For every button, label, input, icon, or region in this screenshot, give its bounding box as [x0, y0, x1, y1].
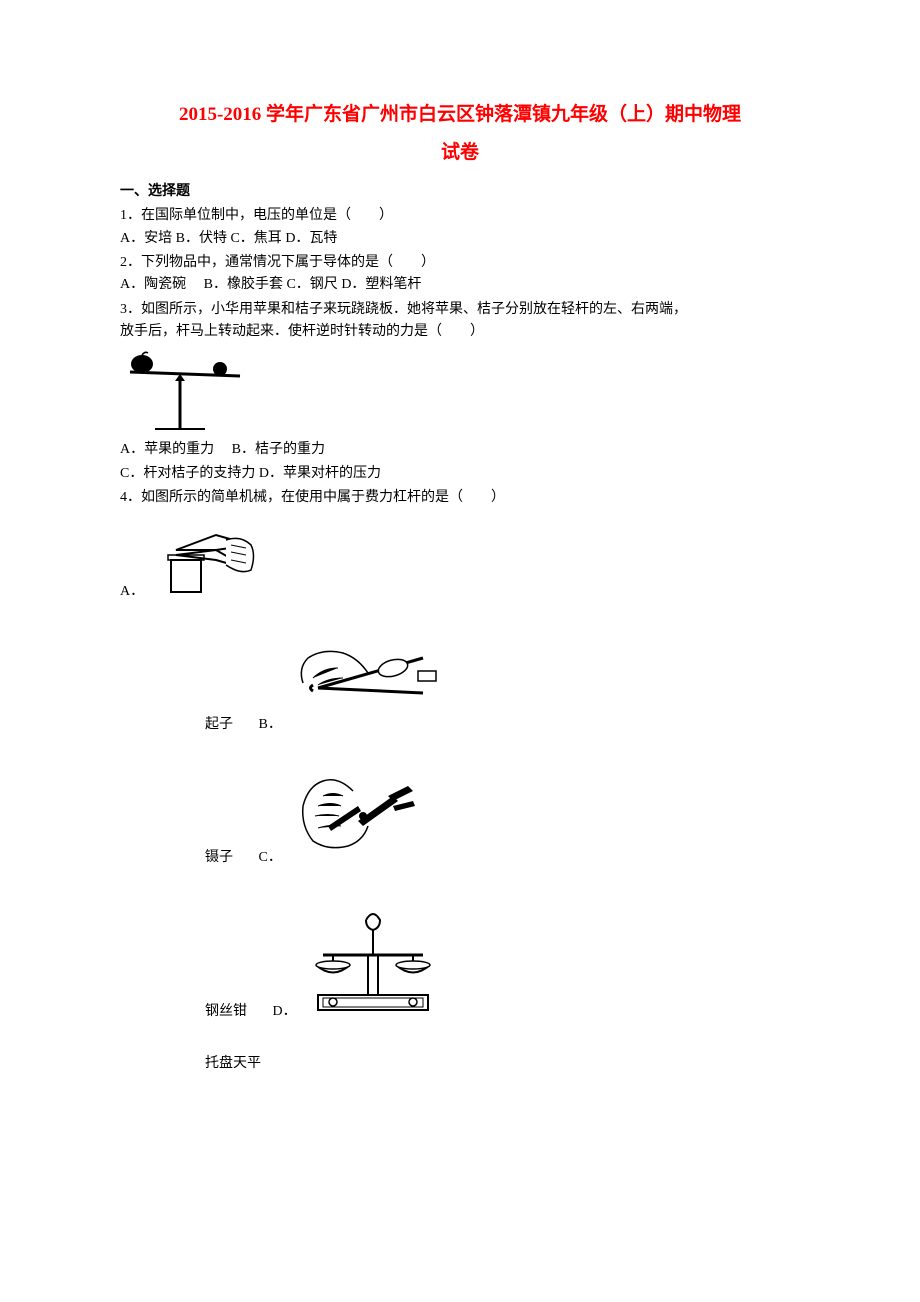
q2-option-b: B．橡胶手套 — [204, 277, 283, 292]
q3-option-c: C．杆对桔子的支持力 — [120, 466, 255, 481]
q3-option-b: B．桔子的重力 — [232, 442, 325, 457]
q4-caption-a: 起子 — [205, 717, 233, 732]
question-4-text: 4．如图所示的简单机械，在使用中属于费力杠杆的是（ ） — [120, 487, 800, 509]
q2-option-a: A．陶瓷碗 — [120, 277, 186, 292]
question-1-options: A．安培 B．伏特 C．焦耳 D．瓦特 — [120, 228, 800, 250]
q4-caption-b: 镊子 — [205, 850, 233, 865]
q1-option-c: C．焦耳 — [230, 231, 281, 246]
tweezers-figure — [293, 633, 443, 736]
q4-option-a-label: A． — [120, 584, 144, 599]
q4-option-b-block: 起子 B． — [205, 633, 800, 736]
question-3-line1: 3．如图所示，小华用苹果和桔子来玩跷跷板．她将苹果、桔子分别放在轻杆的左、右两端… — [120, 299, 800, 321]
question-2-text: 2．下列物品中，通常情况下属于导体的是（ ） — [120, 252, 800, 274]
q4-caption-c: 钢丝钳 — [205, 1004, 247, 1019]
balance-figure — [308, 900, 438, 1023]
section-header: 一、选择题 — [120, 181, 800, 203]
exam-title-sub: 试卷 — [120, 138, 800, 168]
question-3-options-line1: A．苹果的重力 B．桔子的重力 — [120, 439, 800, 461]
q3-option-a: A．苹果的重力 — [120, 442, 214, 457]
question-3-line2: 放手后，杆马上转动起来．使杆逆时针转动的力是（ ） — [120, 321, 800, 343]
q4-option-d-block: 钢丝钳 D． — [205, 900, 800, 1023]
q4-option-c-block: 镊子 C． — [205, 766, 800, 869]
seesaw-figure — [120, 349, 250, 434]
question-3-options-line2: C．杆对桔子的支持力 D．苹果对杆的压力 — [120, 463, 800, 485]
q4-option-d-label: D． — [273, 1004, 297, 1019]
scissors-figure — [156, 520, 266, 603]
q3-option-d: D．苹果对杆的压力 — [259, 466, 381, 481]
pliers-figure — [293, 766, 428, 869]
q1-option-d: D．瓦特 — [285, 231, 337, 246]
q4-caption-d: 托盘天平 — [205, 1053, 800, 1075]
q1-option-b: B．伏特 — [176, 231, 227, 246]
q4-option-a-block: A． — [120, 520, 800, 603]
q1-option-a: A．安培 — [120, 231, 172, 246]
q4-option-c-label: C． — [259, 850, 282, 865]
exam-title-main: 2015-2016 学年广东省广州市白云区钟落潭镇九年级（上）期中物理 — [120, 100, 800, 130]
question-2-options: A．陶瓷碗 B．橡胶手套 C．钢尺 D．塑料笔杆 — [120, 274, 800, 296]
q2-option-d: D．塑料笔杆 — [341, 277, 421, 292]
q4-option-b-label: B． — [259, 717, 282, 732]
q2-option-c: C．钢尺 — [286, 277, 337, 292]
question-1-text: 1．在国际单位制中，电压的单位是（ ） — [120, 205, 800, 227]
